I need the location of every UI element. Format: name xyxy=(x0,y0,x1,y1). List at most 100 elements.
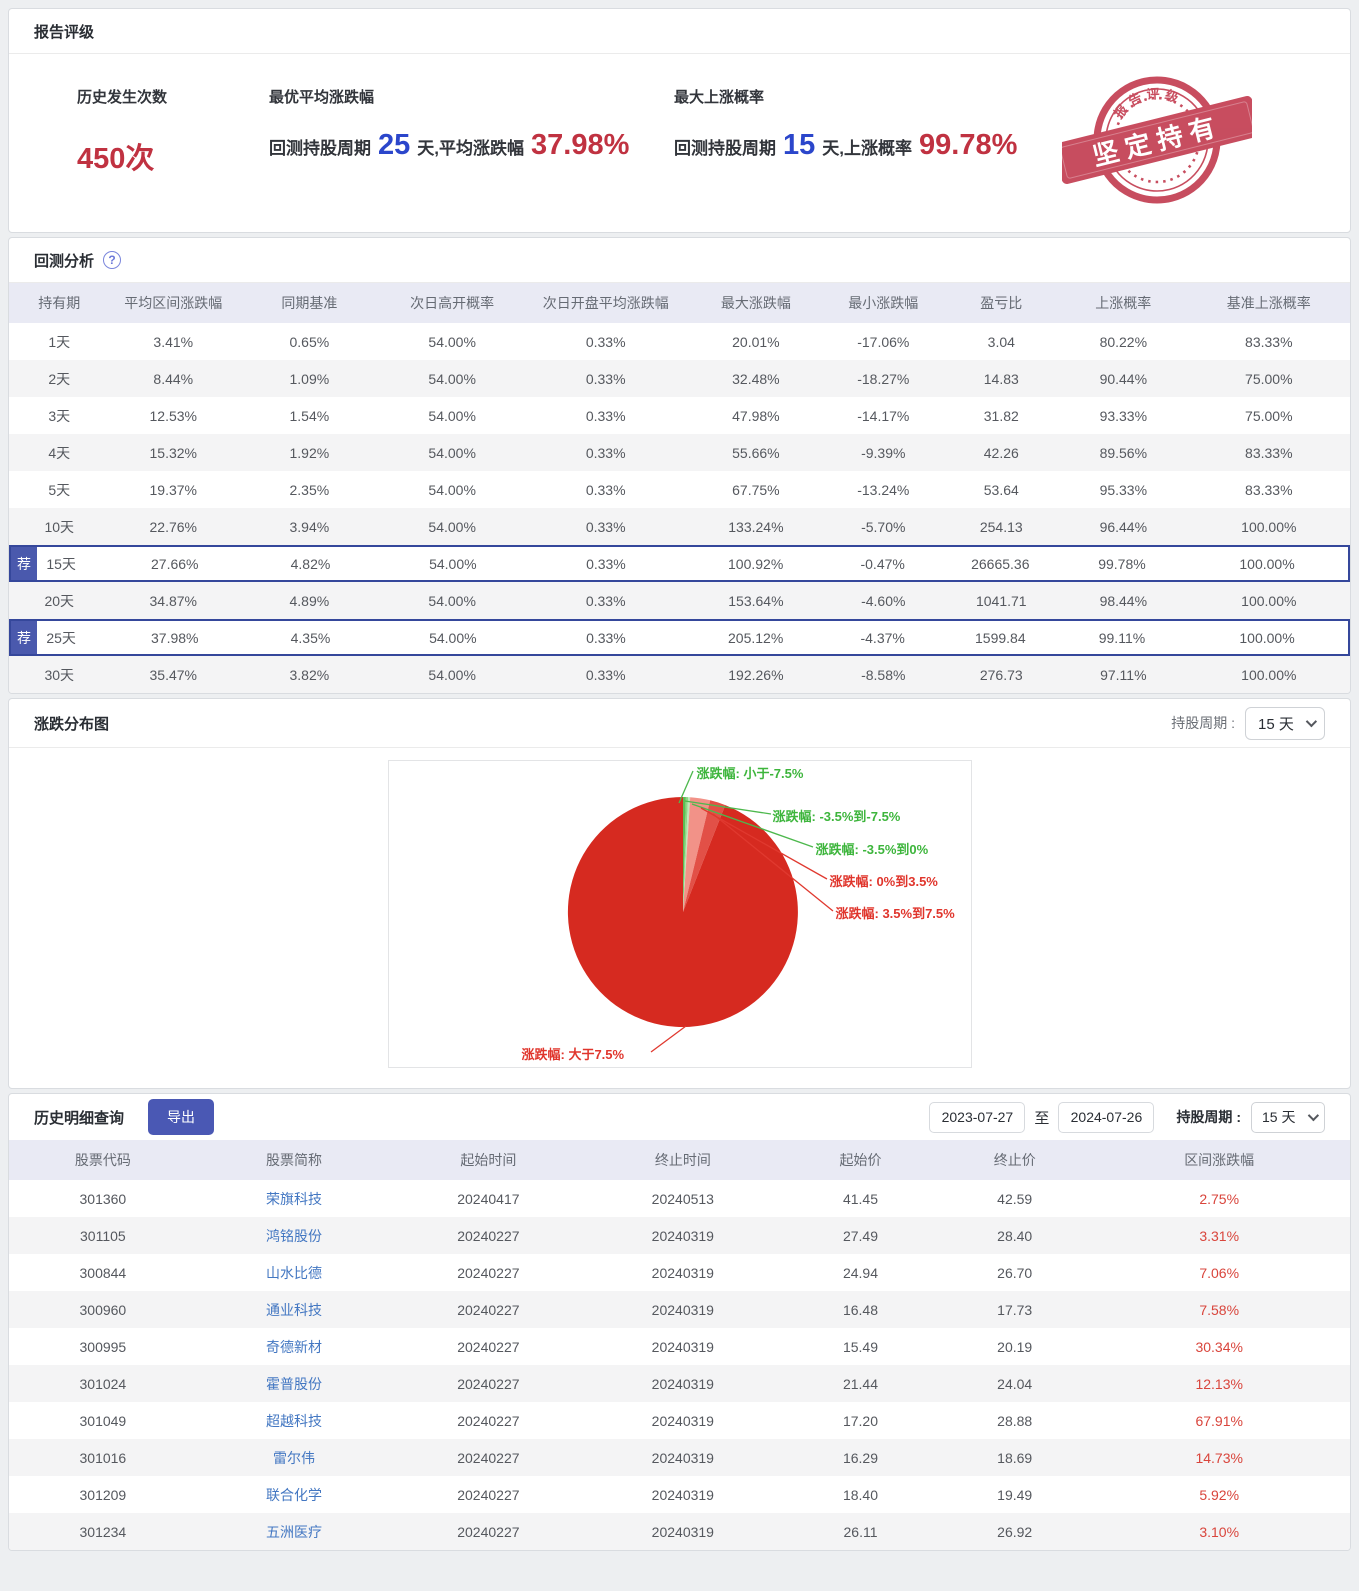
stat-occurrence-label: 历史发生次数 xyxy=(77,89,168,106)
history-period-select[interactable]: 15 天 xyxy=(1251,1101,1325,1133)
distribution-card: 涨跌分布图 持股周期 : 15 天 xyxy=(8,698,1351,1089)
backtest-cell: 54.00% xyxy=(428,481,476,498)
backtest-column-header: 基准上涨概率 xyxy=(1226,295,1311,311)
end-price-cell: 17.73 xyxy=(997,1301,1033,1318)
pie-slice[interactable] xyxy=(682,797,688,912)
backtest-cell: 10天 xyxy=(44,518,75,535)
backtest-cell: 205.12% xyxy=(728,629,784,646)
backtest-cell: 15.32% xyxy=(149,444,197,461)
backtest-cell: 47.98% xyxy=(732,407,780,424)
stock-code-cell: 301209 xyxy=(79,1486,127,1503)
start-price-cell: 15.49 xyxy=(842,1338,879,1355)
stat-days: 15 xyxy=(783,129,816,161)
pie-chart: 涨跌幅: 小于-7.5% 涨跌幅: -3.5%到-7.5% 涨跌幅: -3.5%… xyxy=(387,760,972,1068)
pie-slice[interactable] xyxy=(682,800,725,912)
stat-days: 25 xyxy=(378,129,411,161)
backtest-cell: 22.76% xyxy=(149,518,197,535)
stock-name-link[interactable]: 雷尔伟 xyxy=(272,1449,315,1466)
stat-best-gain: 最优平均涨跌幅 回测持股周期 25 天,平均涨跌幅 37.98% xyxy=(269,86,636,162)
start-date-cell: 20240417 xyxy=(457,1190,520,1207)
backtest-cell: 0.33% xyxy=(585,666,626,683)
period-select[interactable]: 15 天 xyxy=(1245,706,1325,740)
stock-code-cell: 301049 xyxy=(79,1412,127,1429)
stock-name-link[interactable]: 联合化学 xyxy=(265,1486,322,1503)
stock-name-link[interactable]: 奇德新材 xyxy=(265,1338,322,1355)
history-row: 301049 超越科技 20240227 20240319 17.20 28.88 67.9… xyxy=(9,1402,1350,1439)
pie-slice[interactable] xyxy=(682,797,690,912)
stock-name-link[interactable]: 超越科技 xyxy=(265,1412,322,1429)
date-from-input[interactable] xyxy=(929,1101,1026,1133)
history-card-header: 历史明细查询 导出 至 持股周期 : 15 天 xyxy=(9,1094,1350,1140)
range-pct-cell: 2.75% xyxy=(1199,1190,1240,1207)
stat-text: 天,上涨概率 xyxy=(822,139,912,158)
backtest-cell: 95.33% xyxy=(1099,481,1148,498)
backtest-cell: 54.00% xyxy=(429,555,477,572)
stock-name-link[interactable]: 荣旗科技 xyxy=(265,1190,322,1207)
pie-slice[interactable] xyxy=(682,796,686,912)
backtest-cell: 54.00% xyxy=(428,518,476,535)
rating-stamp: 报告评级 坚定持有 xyxy=(1054,62,1260,220)
backtest-cell: -0.47% xyxy=(860,555,905,572)
backtest-table-header: 持有期 平均区间涨跌幅 同期基准 次日高开概率 次日开盘平均涨跌幅 最大涨跌幅 最小涨跌幅 盈… xyxy=(9,283,1350,323)
export-button[interactable]: 导出 xyxy=(148,1099,215,1135)
backtest-cell: 0.33% xyxy=(585,592,626,609)
period-select-value: 15 天 xyxy=(1258,715,1294,733)
start-price-cell: 41.45 xyxy=(842,1190,879,1207)
backtest-cell: 4.82% xyxy=(290,555,331,572)
stock-code-cell: 300844 xyxy=(79,1264,127,1281)
backtest-cell: -8.58% xyxy=(861,666,906,683)
end-price-cell: 26.70 xyxy=(997,1264,1033,1281)
backtest-cell: 133.24% xyxy=(728,518,784,535)
pie-label: 涨跌幅: -3.5%到0% xyxy=(815,842,929,857)
stock-name-link[interactable]: 鸿铭股份 xyxy=(265,1227,322,1244)
stock-code-cell: 301105 xyxy=(80,1227,126,1244)
backtest-cell: 30天 xyxy=(44,666,75,683)
backtest-cell: 276.73 xyxy=(979,666,1023,683)
start-date-cell: 20240227 xyxy=(457,1375,520,1392)
backtest-cell: 100.00% xyxy=(1239,629,1295,646)
range-pct-cell: 5.92% xyxy=(1199,1486,1240,1503)
history-controls: 至 持股周期 : 15 天 xyxy=(929,1101,1325,1133)
pie-label: 涨跌幅: 0%到3.5% xyxy=(829,874,938,889)
help-icon[interactable]: ? xyxy=(103,251,122,269)
backtest-cell: 26665.36 xyxy=(971,555,1030,572)
range-pct-cell: 7.06% xyxy=(1199,1264,1240,1281)
backtest-cell: 4.89% xyxy=(289,592,330,609)
backtest-cell: 192.26% xyxy=(728,666,784,683)
backtest-cell: 100.00% xyxy=(1241,666,1297,683)
backtest-cell: 8.44% xyxy=(153,370,194,387)
chevron-down-icon xyxy=(1307,1109,1320,1122)
pie-slice[interactable] xyxy=(682,797,710,912)
stock-code-cell: 301234 xyxy=(79,1523,127,1540)
stat-text: 天,平均涨跌幅 xyxy=(417,139,524,158)
range-pct-cell: 30.34% xyxy=(1195,1338,1243,1355)
backtest-cell: 4.35% xyxy=(290,629,331,646)
stat-pct: 99.78% xyxy=(919,129,1018,161)
start-price-cell: 24.94 xyxy=(842,1264,879,1281)
pie-slice[interactable] xyxy=(567,796,798,1027)
backtest-column-header: 同期基准 xyxy=(281,295,338,311)
end-date-cell: 20240319 xyxy=(651,1486,714,1503)
history-period-select-value: 15 天 xyxy=(1262,1109,1296,1125)
backtest-column-header: 上涨概率 xyxy=(1095,295,1152,311)
stock-name-link[interactable]: 霍普股份 xyxy=(265,1375,322,1392)
stock-name-link[interactable]: 通业科技 xyxy=(265,1301,322,1318)
distribution-controls: 持股周期 : 15 天 xyxy=(1171,706,1325,740)
backtest-column-header: 持有期 xyxy=(38,295,81,311)
backtest-column-header: 次日开盘平均涨跌幅 xyxy=(542,295,669,311)
start-price-cell: 16.48 xyxy=(842,1301,879,1318)
backtest-cell: 55.66% xyxy=(732,444,780,461)
history-row: 301016 雷尔伟 20240227 20240319 16.29 18.69 14.73… xyxy=(9,1439,1350,1476)
backtest-cell: 20天 xyxy=(44,592,75,609)
stock-name-link[interactable]: 山水比德 xyxy=(265,1264,322,1281)
history-column-header: 股票代码 xyxy=(74,1152,131,1168)
backtest-cell: 0.33% xyxy=(585,370,626,387)
backtest-cell: 96.44% xyxy=(1099,518,1148,535)
backtest-cell: 0.33% xyxy=(586,555,626,572)
history-row: 301234 五洲医疗 20240227 20240319 26.11 26.92 3.10… xyxy=(9,1513,1350,1550)
backtest-cell: -4.60% xyxy=(861,592,906,609)
backtest-cell: 14.83 xyxy=(983,370,1019,387)
stock-name-link[interactable]: 五洲医疗 xyxy=(265,1523,322,1540)
date-to-input[interactable] xyxy=(1058,1101,1155,1133)
backtest-column-header: 最大涨跌幅 xyxy=(720,295,791,311)
